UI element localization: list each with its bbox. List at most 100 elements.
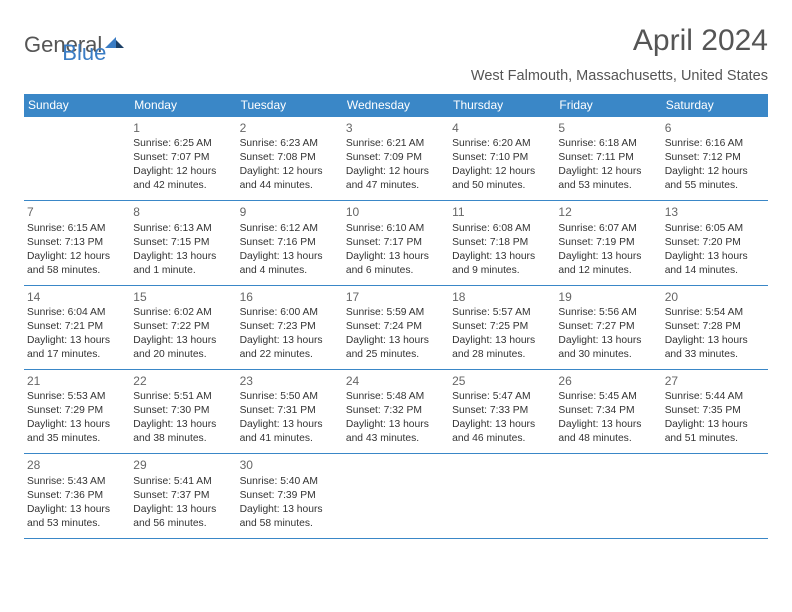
day-detail: Sunrise: 6:05 AM [665, 222, 765, 236]
day-detail: Sunset: 7:29 PM [27, 404, 127, 418]
day-detail: Daylight: 13 hours [665, 418, 765, 432]
calendar-day-cell: 14Sunrise: 6:04 AMSunset: 7:21 PMDayligh… [24, 285, 130, 369]
weekday-header: Sunday [24, 94, 130, 117]
day-detail: Sunset: 7:07 PM [133, 151, 233, 165]
day-detail: Sunset: 7:10 PM [452, 151, 552, 165]
calendar-day-cell: 2Sunrise: 6:23 AMSunset: 7:08 PMDaylight… [237, 117, 343, 201]
calendar-day-cell [24, 117, 130, 201]
day-detail: Sunset: 7:39 PM [240, 489, 340, 503]
calendar-day-cell: 23Sunrise: 5:50 AMSunset: 7:31 PMDayligh… [237, 369, 343, 453]
day-detail: Daylight: 12 hours [665, 165, 765, 179]
day-detail: Sunrise: 6:12 AM [240, 222, 340, 236]
day-number: 17 [346, 289, 446, 305]
day-detail: Sunset: 7:30 PM [133, 404, 233, 418]
day-detail: Daylight: 13 hours [346, 334, 446, 348]
day-number: 24 [346, 373, 446, 389]
day-detail: and 22 minutes. [240, 348, 340, 362]
day-detail: Sunrise: 6:21 AM [346, 137, 446, 151]
calendar-day-cell: 18Sunrise: 5:57 AMSunset: 7:25 PMDayligh… [449, 285, 555, 369]
day-detail: and 12 minutes. [558, 264, 658, 278]
day-detail: and 42 minutes. [133, 179, 233, 193]
day-detail: Sunrise: 6:20 AM [452, 137, 552, 151]
day-detail: Sunrise: 5:41 AM [133, 475, 233, 489]
day-detail: Sunset: 7:22 PM [133, 320, 233, 334]
calendar-day-cell: 8Sunrise: 6:13 AMSunset: 7:15 PMDaylight… [130, 201, 236, 285]
calendar-day-cell: 13Sunrise: 6:05 AMSunset: 7:20 PMDayligh… [662, 201, 768, 285]
day-number: 6 [665, 120, 765, 136]
day-number: 18 [452, 289, 552, 305]
calendar-day-cell [662, 454, 768, 538]
day-detail: and 6 minutes. [346, 264, 446, 278]
day-detail: Daylight: 13 hours [133, 418, 233, 432]
day-detail: Daylight: 13 hours [452, 250, 552, 264]
day-number: 11 [452, 204, 552, 220]
day-detail: Sunset: 7:12 PM [665, 151, 765, 165]
calendar-day-cell: 11 Sunrise: 6:08 AMSunset: 7:18 PMDayligh… [449, 201, 555, 285]
day-detail: Daylight: 12 hours [346, 165, 446, 179]
calendar-day-cell: 19Sunrise: 5:56 AMSunset: 7:27 PMDayligh… [555, 285, 661, 369]
day-detail: and 43 minutes. [346, 432, 446, 446]
day-detail: Daylight: 13 hours [665, 334, 765, 348]
day-detail: Sunrise: 5:53 AM [27, 390, 127, 404]
calendar-day-cell: 20Sunrise: 5:54 AMSunset: 7:28 PMDayligh… [662, 285, 768, 369]
day-number: 15 [133, 289, 233, 305]
day-detail: Daylight: 13 hours [558, 418, 658, 432]
page-title: April 2024 [633, 24, 768, 58]
day-detail: Daylight: 13 hours [240, 250, 340, 264]
day-detail: and 38 minutes. [133, 432, 233, 446]
day-number: 12 [558, 204, 658, 220]
day-number: 30 [240, 457, 340, 473]
day-detail: Sunset: 7:24 PM [346, 320, 446, 334]
day-detail: Sunrise: 6:00 AM [240, 306, 340, 320]
weekday-header-row: SundayMondayTuesdayWednesdayThursdayFrid… [24, 94, 768, 117]
day-detail: and 53 minutes. [558, 179, 658, 193]
day-detail: Sunrise: 5:57 AM [452, 306, 552, 320]
calendar-day-cell: 25Sunrise: 5:47 AMSunset: 7:33 PMDayligh… [449, 369, 555, 453]
day-detail: Sunrise: 5:40 AM [240, 475, 340, 489]
calendar-body: 1Sunrise: 6:25 AMSunset: 7:07 PMDaylight… [24, 117, 768, 539]
day-number: 20 [665, 289, 765, 305]
day-number: 25 [452, 373, 552, 389]
day-detail: Sunset: 7:28 PM [665, 320, 765, 334]
day-detail: Daylight: 13 hours [133, 503, 233, 517]
calendar-day-cell: 9Sunrise: 6:12 AMSunset: 7:16 PMDaylight… [237, 201, 343, 285]
day-detail: and 48 minutes. [558, 432, 658, 446]
calendar-day-cell: 29Sunrise: 5:41 AMSunset: 7:37 PMDayligh… [130, 454, 236, 538]
day-detail: Sunset: 7:19 PM [558, 236, 658, 250]
day-number: 3 [346, 120, 446, 136]
day-detail: Daylight: 13 hours [558, 250, 658, 264]
calendar-day-cell [449, 454, 555, 538]
day-detail: Daylight: 13 hours [346, 250, 446, 264]
day-detail: Daylight: 12 hours [240, 165, 340, 179]
calendar-day-cell: 6Sunrise: 6:16 AMSunset: 7:12 PMDaylight… [662, 117, 768, 201]
day-detail: and 58 minutes. [240, 517, 340, 531]
weekday-header: Saturday [662, 94, 768, 117]
day-detail: and 46 minutes. [452, 432, 552, 446]
day-detail: Sunrise: 6:08 AM [452, 222, 552, 236]
day-detail: and 1 minute. [133, 264, 233, 278]
day-detail: Sunset: 7:33 PM [452, 404, 552, 418]
day-detail: Sunset: 7:18 PM [452, 236, 552, 250]
day-detail: Sunrise: 5:51 AM [133, 390, 233, 404]
day-number: 7 [27, 204, 127, 220]
day-detail: Sunrise: 6:02 AM [133, 306, 233, 320]
day-detail: and 50 minutes. [452, 179, 552, 193]
day-detail: and 30 minutes. [558, 348, 658, 362]
day-detail: and 25 minutes. [346, 348, 446, 362]
day-detail: Daylight: 12 hours [27, 250, 127, 264]
day-detail: Daylight: 13 hours [133, 250, 233, 264]
day-detail: Sunrise: 6:23 AM [240, 137, 340, 151]
day-detail: Sunset: 7:20 PM [665, 236, 765, 250]
weekday-header: Thursday [449, 94, 555, 117]
day-detail: Daylight: 13 hours [27, 334, 127, 348]
day-detail: Sunrise: 5:43 AM [27, 475, 127, 489]
day-detail: Daylight: 13 hours [558, 334, 658, 348]
day-detail: and 58 minutes. [27, 264, 127, 278]
calendar-day-cell: 17Sunrise: 5:59 AMSunset: 7:24 PMDayligh… [343, 285, 449, 369]
day-detail: Sunset: 7:34 PM [558, 404, 658, 418]
day-detail: and 14 minutes. [665, 264, 765, 278]
day-detail: Sunrise: 6:07 AM [558, 222, 658, 236]
day-detail: Sunrise: 6:15 AM [27, 222, 127, 236]
day-number: 1 [133, 120, 233, 136]
day-detail: Sunrise: 6:18 AM [558, 137, 658, 151]
